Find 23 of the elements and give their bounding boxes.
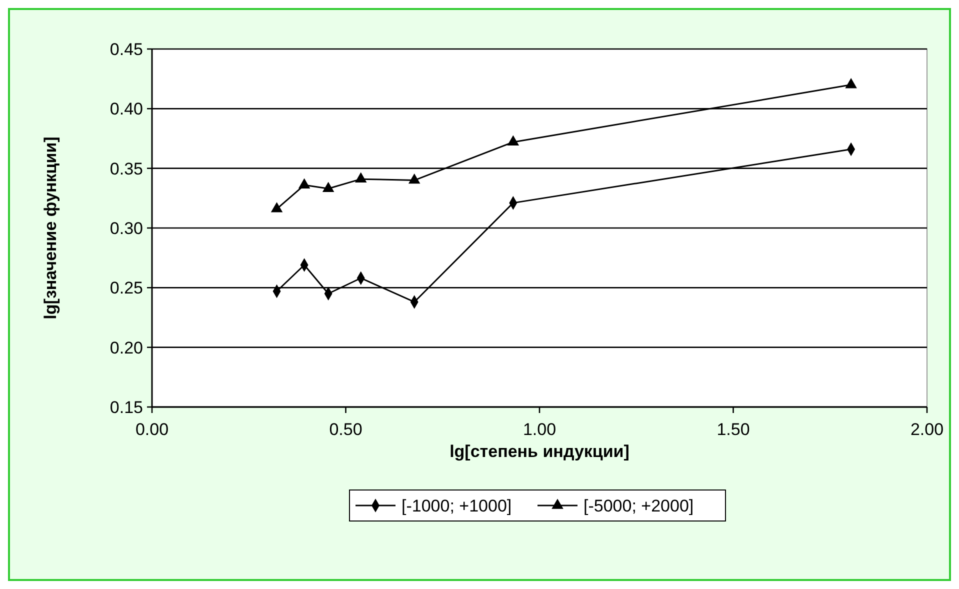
point — [845, 78, 857, 88]
point — [507, 135, 520, 146]
x-tick-label: 0.00 — [135, 420, 169, 439]
y-tick-label: 0.20 — [110, 338, 143, 358]
point — [322, 182, 334, 192]
point — [354, 172, 367, 182]
y-tick-label: 0.40 — [110, 100, 143, 119]
y-axis-title: lg[значение функции] — [41, 136, 60, 320]
y-tick-label: 0.15 — [110, 398, 143, 417]
x-axis-title: lg[степень индукции] — [450, 442, 630, 461]
y-tick-label: 0.25 — [110, 278, 143, 298]
x-tick-label: 0.50 — [329, 420, 362, 439]
point — [270, 202, 283, 212]
y-tick-label: 0.45 — [110, 40, 143, 59]
y-tick-label: 0.35 — [110, 159, 143, 178]
legend-label: [-5000; +2000] — [584, 496, 694, 516]
y-tick-label: 0.30 — [110, 218, 143, 238]
point — [408, 173, 420, 184]
x-tick-label: 2.00 — [910, 420, 944, 439]
legend-label: [-1000; +1000] — [402, 496, 512, 516]
x-tick-label: 1.00 — [522, 420, 556, 439]
point — [298, 178, 310, 188]
x-tick-label: 1.50 — [716, 420, 750, 439]
